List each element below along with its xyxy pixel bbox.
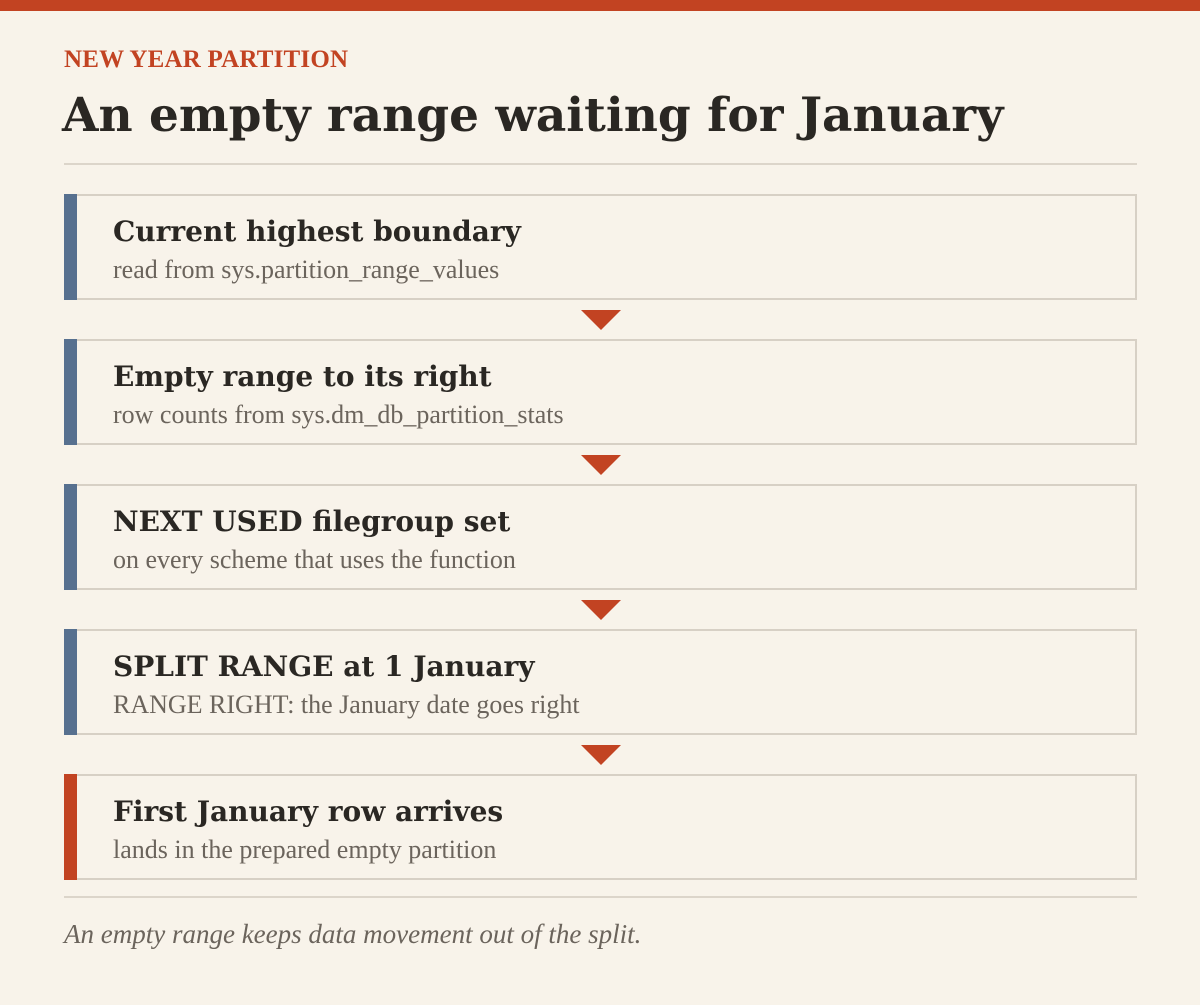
step-title: NEXT USED filegroup set	[113, 505, 511, 538]
step-subtitle: RANGE RIGHT: the January date goes right	[113, 690, 580, 719]
footer-divider	[64, 896, 1137, 898]
step-marker	[64, 629, 77, 735]
step-box: Current highest boundary read from sys.p…	[77, 194, 1137, 300]
footnote: An empty range keeps data movement out o…	[64, 919, 642, 949]
flow-step-first-row: First January row arrives lands in the p…	[64, 774, 1137, 880]
page-title: An empty range waiting for January	[62, 88, 1004, 143]
down-arrow-icon	[581, 600, 621, 620]
step-title: Empty range to its right	[113, 360, 492, 393]
down-arrow-icon	[581, 310, 621, 330]
step-marker	[64, 194, 77, 300]
step-box: NEXT USED filegroup set on every scheme …	[77, 484, 1137, 590]
down-arrow-icon	[581, 455, 621, 475]
step-subtitle: on every scheme that uses the function	[113, 545, 516, 574]
step-title: SPLIT RANGE at 1 January	[113, 650, 535, 683]
down-arrow-icon	[581, 745, 621, 765]
step-box: Empty range to its right row counts from…	[77, 339, 1137, 445]
step-subtitle: lands in the prepared empty partition	[113, 835, 497, 864]
step-title: Current highest boundary	[113, 215, 521, 248]
flow-step-current-boundary: Current highest boundary read from sys.p…	[64, 194, 1137, 300]
step-box: First January row arrives lands in the p…	[77, 774, 1137, 880]
top-accent-bar	[0, 0, 1200, 11]
step-subtitle: read from sys.partition_range_values	[113, 255, 500, 284]
kicker-label: NEW YEAR PARTITION	[64, 46, 349, 73]
step-title: First January row arrives	[113, 795, 504, 828]
step-marker	[64, 339, 77, 445]
step-subtitle: row counts from sys.dm_db_partition_stat…	[113, 400, 564, 429]
step-marker-final	[64, 774, 77, 880]
step-marker	[64, 484, 77, 590]
header-divider	[64, 163, 1137, 165]
flow-step-empty-range: Empty range to its right row counts from…	[64, 339, 1137, 445]
flow-step-split-range: SPLIT RANGE at 1 January RANGE RIGHT: th…	[64, 629, 1137, 735]
flow-step-next-used: NEXT USED filegroup set on every scheme …	[64, 484, 1137, 590]
step-box: SPLIT RANGE at 1 January RANGE RIGHT: th…	[77, 629, 1137, 735]
